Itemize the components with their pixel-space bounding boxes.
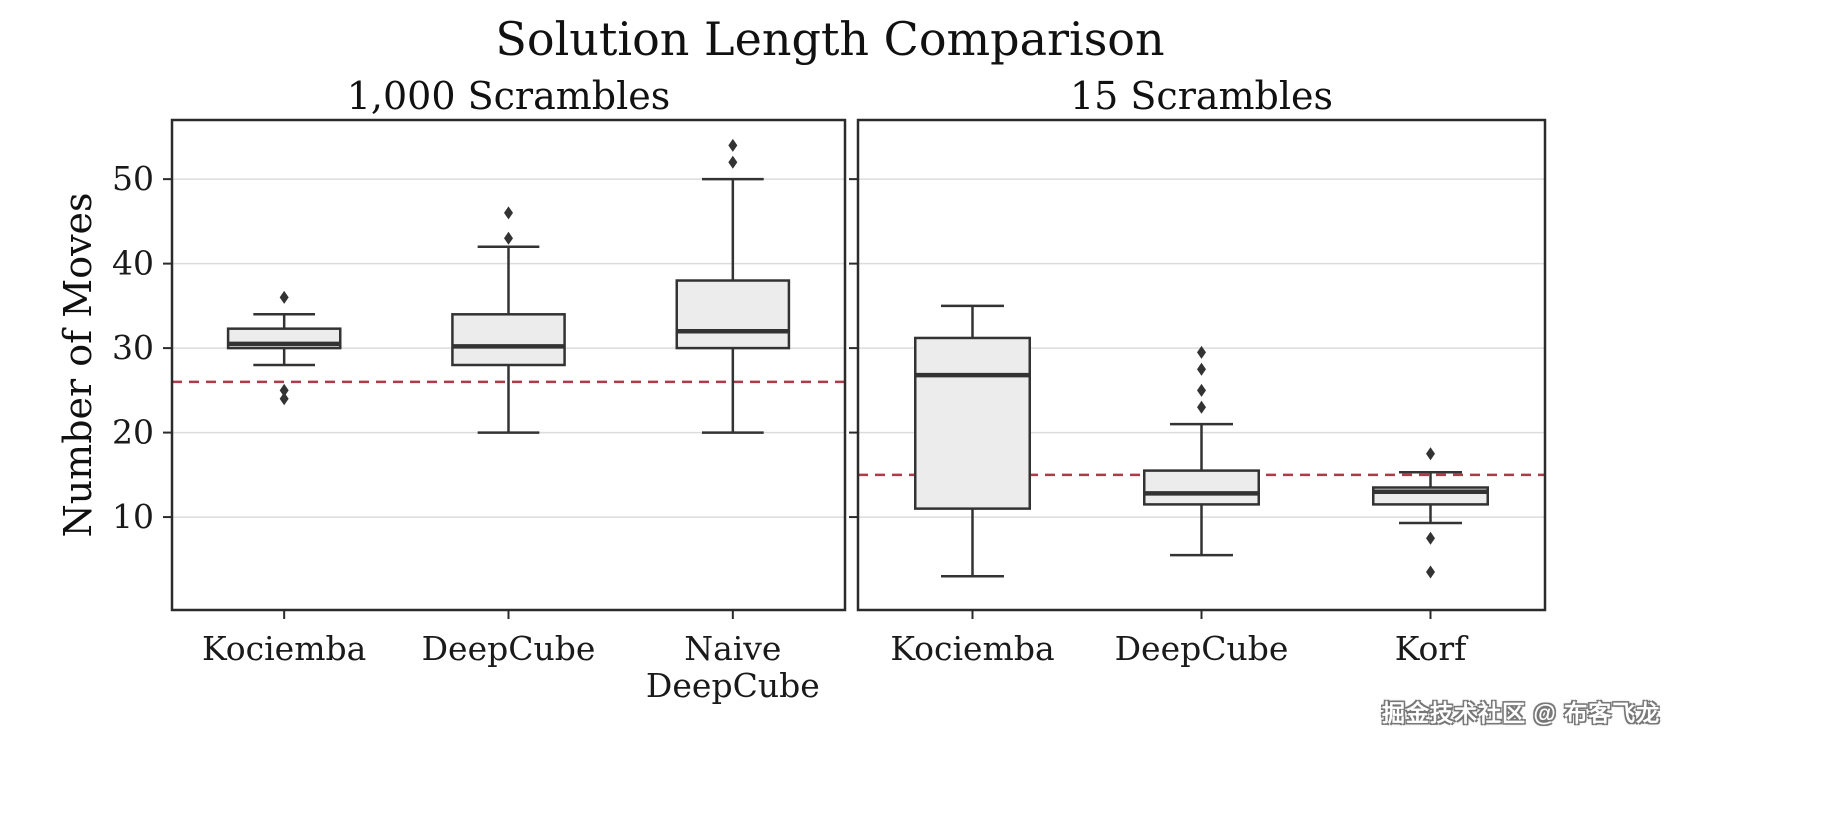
- box-rect: [451, 313, 566, 367]
- box-naive-deepcube: [675, 138, 791, 434]
- outlier-marker: [1197, 345, 1206, 359]
- outlier-marker: [1426, 447, 1435, 461]
- box-rect: [1143, 469, 1260, 506]
- category-label-kociemba: Kociemba: [890, 629, 1054, 668]
- y-tick-label-20: 20: [112, 413, 154, 452]
- outlier-marker: [1197, 362, 1206, 376]
- outlier-marker: [504, 206, 513, 220]
- category-label-deepcube: DeepCube: [1115, 629, 1289, 668]
- category-label-korf: Korf: [1395, 629, 1469, 668]
- category-label-naive-deepcube: Naive DeepCube: [646, 629, 820, 705]
- y-tick-label-30: 30: [112, 328, 154, 367]
- watermark: 掘金技术社区 @ 布客飞龙: [1382, 700, 1661, 726]
- outlier-marker: [728, 155, 738, 169]
- box-rect: [914, 336, 1031, 510]
- outlier-marker: [504, 231, 513, 245]
- y-tick-label-50: 50: [112, 159, 154, 198]
- outlier-marker: [1197, 400, 1206, 414]
- subplot-title-right: 15 Scrambles: [1069, 74, 1334, 118]
- box-deepcube: [1143, 345, 1260, 557]
- outlier-marker: [279, 392, 289, 406]
- box-kociemba: [914, 304, 1031, 578]
- outlier-marker: [1426, 531, 1435, 545]
- outlier-marker: [279, 383, 289, 397]
- subplot-panel-0: Kociemba DeepCube Naive DeepCube 10 20 30 40 50: [112, 118, 847, 705]
- y-tick-label-40: 40: [112, 244, 154, 283]
- subplot-panel-1: Kociemba DeepCube Korf: [849, 118, 1547, 668]
- plot-frame: [170, 118, 847, 612]
- box-rect: [675, 279, 791, 350]
- box-kociemba: [226, 290, 342, 406]
- outlier-marker: [728, 138, 738, 152]
- category-label-kociemba: Kociemba: [202, 629, 366, 668]
- chart-title: Solution Length Comparison: [495, 12, 1165, 66]
- outlier-marker: [279, 290, 289, 304]
- box-deepcube: [451, 206, 566, 434]
- outlier-marker: [1197, 383, 1206, 397]
- y-tick-label-10: 10: [112, 497, 154, 536]
- subplot-title-left: 1,000 Scrambles: [346, 74, 671, 118]
- category-label-deepcube: DeepCube: [422, 629, 596, 668]
- outlier-marker: [1426, 565, 1435, 579]
- plot-frame: [856, 118, 1547, 612]
- box-korf: [1372, 447, 1489, 579]
